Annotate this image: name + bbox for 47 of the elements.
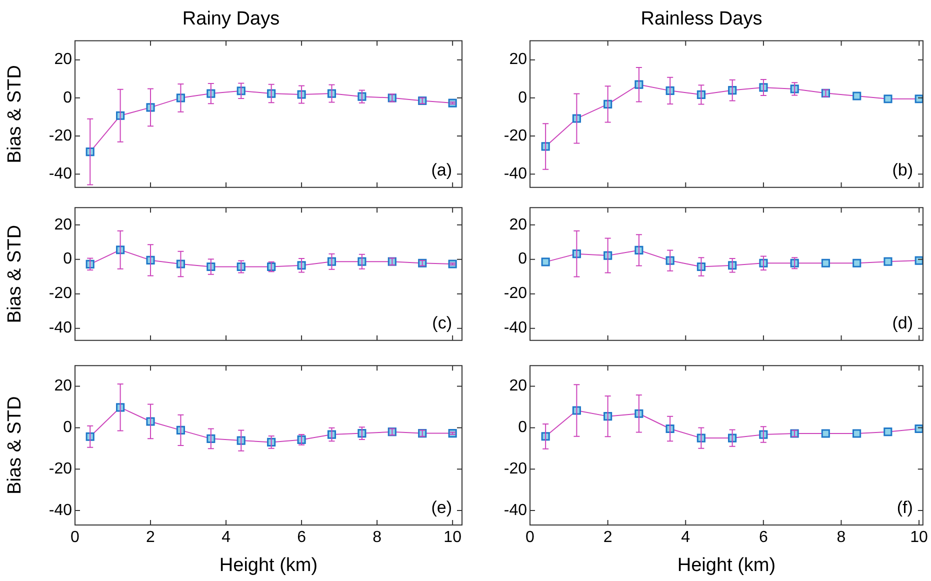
y-tick-label: 20 <box>509 378 528 395</box>
x-tick-label: 2 <box>603 529 612 546</box>
x-tick-label: 4 <box>222 529 231 546</box>
annotation: (c) <box>432 314 452 333</box>
y-tick-label: 20 <box>54 216 72 234</box>
y-tick-label: -20 <box>48 285 72 302</box>
y-tick-label: 0 <box>63 250 72 268</box>
y-tick-label: -40 <box>504 502 528 519</box>
y-tick-label: 20 <box>509 216 528 234</box>
y-tick-label: 20 <box>509 51 528 68</box>
y-tick-label: -20 <box>504 285 528 302</box>
x-tick-label: 6 <box>758 529 768 546</box>
annotation: (f) <box>896 498 913 518</box>
y-tick-label: -20 <box>48 460 72 478</box>
y-tick-label: 0 <box>63 419 72 436</box>
x-tick-label: 8 <box>372 529 382 546</box>
x-tick-label: 10 <box>910 529 928 546</box>
y-tick-label: 0 <box>518 89 528 106</box>
x-tick-label: 2 <box>146 529 156 546</box>
y-tick-label: 0 <box>518 250 528 268</box>
y-axis-title: Bias & STD <box>4 224 26 324</box>
y-tick-label: -40 <box>48 165 72 182</box>
y-tick-label: -40 <box>48 320 72 337</box>
annotation: (d) <box>892 314 913 333</box>
annotation: (a) <box>431 160 452 180</box>
y-axis-title: Bias & STD <box>4 396 26 494</box>
x-tick-label: 8 <box>836 529 846 546</box>
chart-title: Rainy Days <box>182 8 280 30</box>
y-tick-label: 0 <box>518 419 528 436</box>
y-axis-title: Bias & STD <box>4 65 26 164</box>
y-tick-label: -20 <box>48 127 72 144</box>
x-tick-label: 6 <box>297 529 306 546</box>
y-tick-label: -40 <box>48 502 72 519</box>
x-axis-title: Height (km) <box>219 554 318 576</box>
y-tick-label: -40 <box>504 165 528 182</box>
y-tick-label: 20 <box>54 51 72 68</box>
x-tick-label: 10 <box>444 529 462 546</box>
chart-title: Rainless Days <box>640 8 762 30</box>
y-tick-label: -40 <box>504 320 528 337</box>
y-tick-label: 0 <box>63 89 72 106</box>
x-axis-title: Height (km) <box>677 554 776 576</box>
x-tick-label: 4 <box>681 529 690 546</box>
y-tick-label: 20 <box>54 378 72 395</box>
annotation: (e) <box>431 498 452 518</box>
y-tick-label: -20 <box>504 127 528 144</box>
annotation: (b) <box>892 160 913 180</box>
y-tick-label: -20 <box>504 460 528 478</box>
